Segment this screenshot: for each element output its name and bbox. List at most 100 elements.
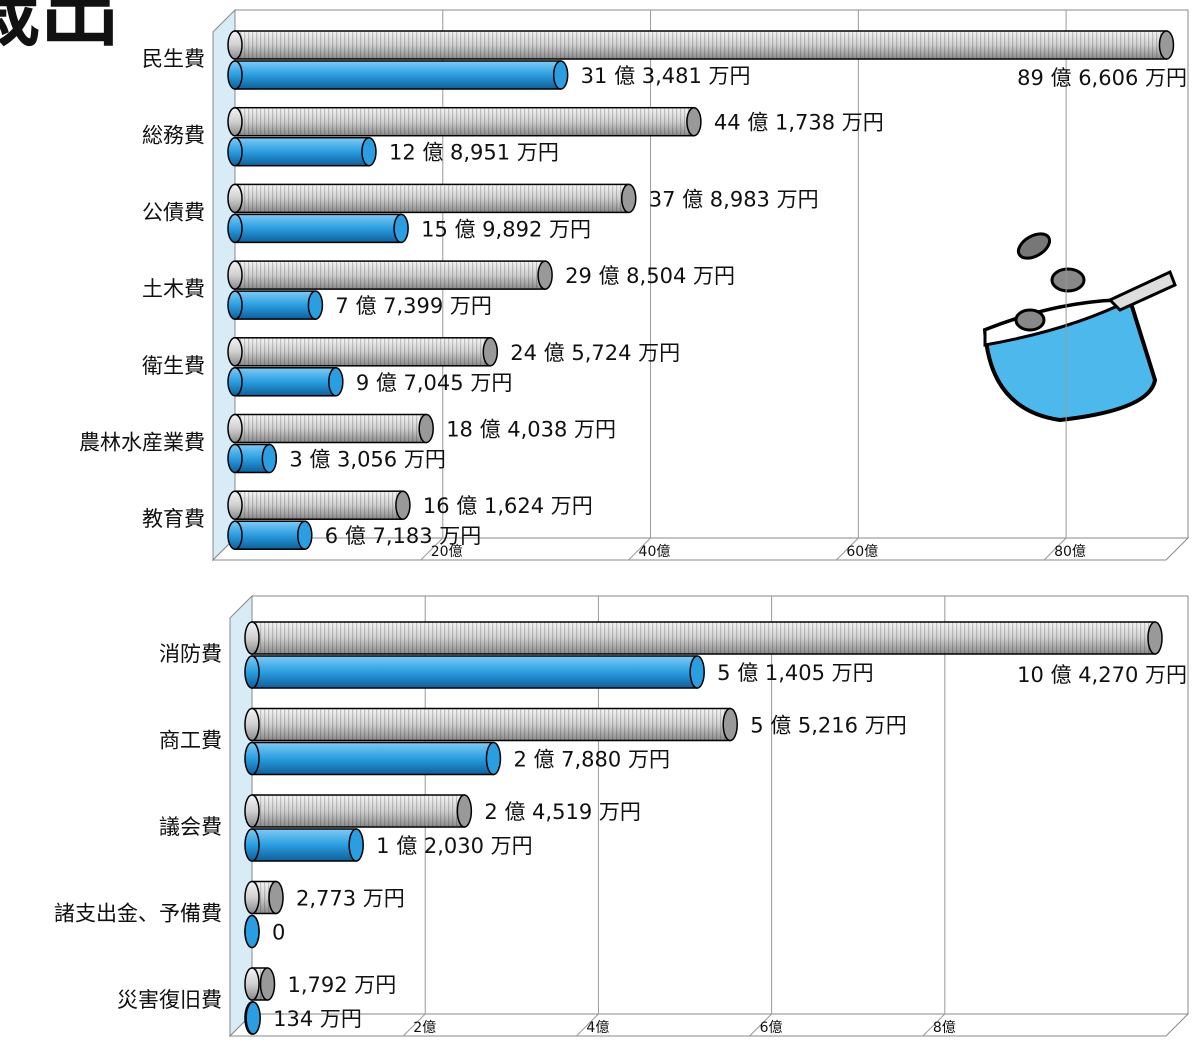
x-tick-label: 2億: [413, 1020, 436, 1036]
bar-start-cap: [228, 415, 242, 443]
bar-start-cap: [228, 138, 242, 166]
x-tick-label: 80億: [1054, 544, 1086, 560]
data-label: 31 億 3,481 万円: [581, 64, 751, 88]
chart: 歳出 20億40億60億80億民生費89 億 6,606 万円31 億 3,48…: [0, 0, 1201, 1054]
data-label: 3 億 3,056 万円: [289, 448, 446, 472]
bar: [245, 743, 500, 775]
bar-end-cap: [1148, 622, 1162, 654]
x-tick-label: 6億: [760, 1020, 783, 1036]
data-label: 1,792 万円: [288, 973, 397, 997]
bar: [228, 184, 636, 212]
data-label: 89 億 6,606 万円: [1017, 66, 1187, 90]
bar-end-cap: [308, 291, 322, 319]
bar-body: [235, 368, 336, 396]
bar-texture: [235, 261, 545, 289]
data-label: 10 億 4,270 万円: [1017, 663, 1187, 687]
category-label: 民生費: [142, 47, 205, 71]
category-label: 総務費: [142, 124, 205, 148]
bar-end-cap: [362, 138, 376, 166]
bar-start-cap: [245, 743, 259, 775]
bar-texture: [235, 31, 1166, 59]
bar-end-cap: [245, 916, 259, 948]
data-label: 5 億 5,216 万円: [750, 714, 907, 738]
bar-end-cap: [394, 214, 408, 242]
bar-end-cap: [483, 338, 497, 366]
data-label: 9 億 7,045 万円: [356, 371, 513, 395]
bar-start-cap: [228, 291, 242, 319]
category-label: 農林水産業費: [79, 431, 205, 455]
bar: [245, 916, 259, 948]
category-label: 消防費: [159, 642, 222, 666]
bar-body: [235, 138, 369, 166]
data-label: 18 億 4,038 万円: [446, 418, 616, 442]
bar: [245, 709, 737, 741]
bar-start-cap: [228, 491, 242, 519]
data-label: 5 億 1,405 万円: [717, 661, 874, 685]
category-label: 議会費: [159, 815, 222, 839]
bar-start-cap: [245, 882, 259, 914]
data-label: 29 億 8,504 万円: [565, 264, 735, 288]
category-label: 衛生費: [142, 354, 205, 378]
bar-end-cap: [298, 521, 312, 549]
data-label: 0: [272, 921, 285, 945]
bar-end-cap: [687, 108, 701, 136]
bar: [245, 968, 275, 1000]
bar-end-cap: [690, 656, 704, 688]
data-label: 37 億 8,983 万円: [649, 187, 819, 211]
bar-texture: [235, 491, 403, 519]
bar: [228, 214, 408, 242]
bar: [245, 656, 704, 688]
bar: [228, 415, 433, 443]
data-label: 2,773 万円: [296, 887, 405, 911]
bar-body: [252, 829, 356, 861]
x-tick-label: 8億: [933, 1020, 956, 1036]
bar: [245, 1002, 260, 1034]
bar-end-cap: [723, 709, 737, 741]
data-label: 44 億 1,738 万円: [714, 111, 884, 135]
category-label: 公債費: [142, 200, 205, 224]
bar: [245, 622, 1162, 654]
bar-end-cap: [396, 491, 410, 519]
floor: [230, 1014, 1188, 1036]
bar-end-cap: [486, 743, 500, 775]
category-label: 土木費: [142, 277, 205, 301]
data-label: 134 万円: [273, 1007, 362, 1031]
x-tick-label: 60億: [846, 544, 878, 560]
bar: [228, 108, 701, 136]
bar-texture: [235, 338, 490, 366]
bar-start-cap: [228, 61, 242, 89]
bar-texture: [252, 795, 464, 827]
bar-end-cap: [261, 968, 275, 1000]
bar: [228, 291, 322, 319]
bar-texture: [235, 108, 694, 136]
bar-texture: [235, 184, 629, 212]
bar-end-cap: [349, 829, 363, 861]
bar-end-cap: [269, 882, 283, 914]
bar-start-cap: [228, 445, 242, 473]
data-label: 2 億 7,880 万円: [513, 748, 670, 772]
bar-body: [235, 521, 305, 549]
bar-start-cap: [228, 31, 242, 59]
data-label: 2 億 4,519 万円: [484, 800, 641, 824]
bar-body: [235, 214, 401, 242]
data-label: 7 億 7,399 万円: [335, 294, 492, 318]
pot-illustration: [985, 229, 1175, 420]
bar-body: [235, 61, 561, 89]
bar: [228, 338, 497, 366]
bar-end-cap: [538, 261, 552, 289]
category-label: 商工費: [159, 729, 222, 753]
data-label: 16 億 1,624 万円: [423, 494, 593, 518]
bar: [228, 31, 1173, 59]
data-label: 6 億 7,183 万円: [325, 524, 482, 548]
bar: [228, 61, 568, 89]
bar: [228, 138, 376, 166]
bar-end-cap: [622, 184, 636, 212]
bar-body: [252, 656, 697, 688]
bar-start-cap: [245, 968, 259, 1000]
bar-start-cap: [228, 368, 242, 396]
data-label: 12 億 8,951 万円: [389, 141, 559, 165]
bar-start-cap: [228, 338, 242, 366]
bar: [228, 521, 312, 549]
bar: [245, 829, 363, 861]
bar-end-cap: [329, 368, 343, 396]
